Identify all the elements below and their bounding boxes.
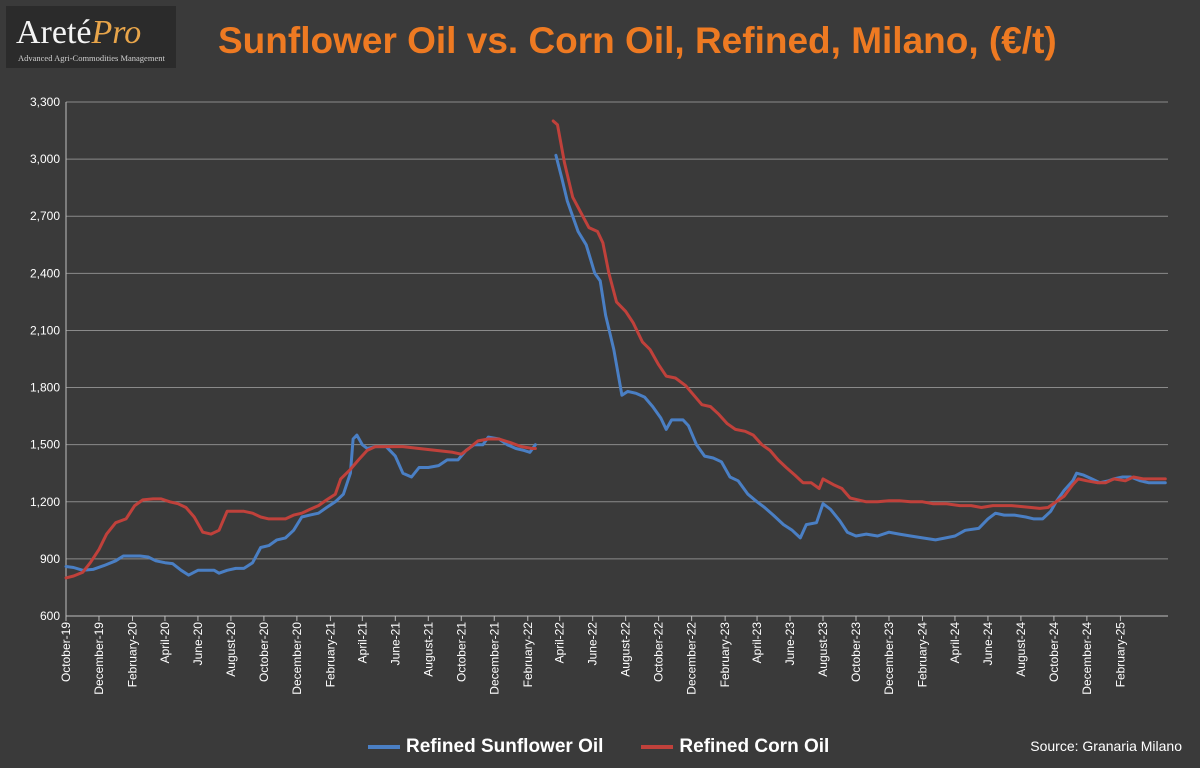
y-tick-label: 600 — [40, 609, 60, 623]
y-tick-label: 2,400 — [30, 266, 60, 280]
y-tick-label: 2,100 — [30, 323, 60, 337]
y-tick-label: 3,300 — [30, 95, 60, 109]
x-tick-label: June-20 — [191, 622, 205, 666]
x-tick-label: February-22 — [521, 622, 535, 688]
x-tick-label: February-21 — [323, 622, 337, 688]
x-tick-label: December-23 — [882, 622, 896, 695]
y-tick-labels: 600 900 1,200 1,500 1,800 2,100 2,400 2,700 3,00… — [30, 95, 60, 623]
x-tick-label: April-22 — [553, 622, 567, 664]
logo-main-text: Areté — [16, 14, 92, 51]
x-tick-label: December-21 — [487, 622, 501, 695]
y-tick-label: 1,500 — [30, 438, 60, 452]
y-tick-label: 2,700 — [30, 209, 60, 223]
x-tick-label: April-20 — [158, 622, 172, 664]
legend-item-sunflower: Refined Sunflower Oil — [368, 736, 603, 758]
legend-swatch-sunflower — [368, 745, 400, 749]
x-tick-label: April-23 — [750, 622, 764, 664]
x-tick-label: August-23 — [816, 622, 830, 677]
x-tick-label: December-20 — [290, 622, 304, 695]
chart-legend: Refined Sunflower Oil Refined Corn Oil — [368, 736, 829, 758]
x-tick-label: August-20 — [224, 622, 238, 677]
x-tick-label: June-22 — [586, 622, 600, 666]
x-tick-label: February-20 — [126, 622, 140, 688]
logo-wordmark: AretéPro — [16, 16, 141, 50]
x-tick-label: February-25 — [1113, 622, 1127, 688]
legend-swatch-corn — [641, 745, 674, 749]
axes — [65, 102, 1168, 621]
x-tick-label: August-24 — [1014, 622, 1028, 677]
x-tick-label: June-24 — [981, 622, 995, 666]
x-tick-label: October-19 — [59, 622, 73, 682]
logo: AretéPro Advanced Agri-Commodities Manag… — [6, 6, 176, 68]
logo-tagline: Advanced Agri-Commodities Management — [18, 53, 165, 63]
y-tick-label: 900 — [40, 552, 60, 566]
x-tick-label: October-24 — [1047, 622, 1061, 682]
chart-title: Sunflower Oil vs. Corn Oil, Refined, Mil… — [218, 20, 1057, 61]
x-tick-label: October-22 — [652, 622, 666, 682]
x-tick-labels: October-19 December-19 February-20 April-20… — [59, 622, 1127, 695]
y-tick-label: 1,800 — [30, 381, 60, 395]
x-tick-label: August-22 — [619, 622, 633, 677]
x-tick-label: April-24 — [948, 622, 962, 664]
x-tick-label: April-21 — [355, 622, 369, 664]
logo-accent-text: Pro — [91, 14, 142, 51]
source-note: Source: Granaria Milano — [1030, 738, 1182, 754]
legend-label-sunflower: Refined Sunflower Oil — [406, 736, 604, 757]
x-tick-label: October-23 — [849, 622, 863, 682]
x-tick-label: February-24 — [916, 622, 930, 688]
x-tick-label: August-21 — [421, 622, 435, 677]
series-line-corn — [64, 119, 1167, 580]
x-tick-label: June-21 — [388, 622, 402, 666]
x-tick-label: October-20 — [257, 622, 271, 682]
legend-item-corn: Refined Corn Oil — [641, 736, 829, 758]
x-tick-label: February-23 — [718, 622, 732, 688]
legend-label-corn: Refined Corn Oil — [679, 736, 830, 757]
x-tick-label: December-24 — [1080, 622, 1094, 695]
x-tick-label: June-23 — [783, 622, 797, 666]
series-lines — [64, 119, 1167, 580]
x-tick-label: December-22 — [685, 622, 699, 695]
x-tick-label: October-21 — [454, 622, 468, 682]
y-tick-label: 3,000 — [30, 152, 60, 166]
x-tick-label: December-19 — [92, 622, 106, 695]
y-tick-label: 1,200 — [30, 495, 60, 509]
